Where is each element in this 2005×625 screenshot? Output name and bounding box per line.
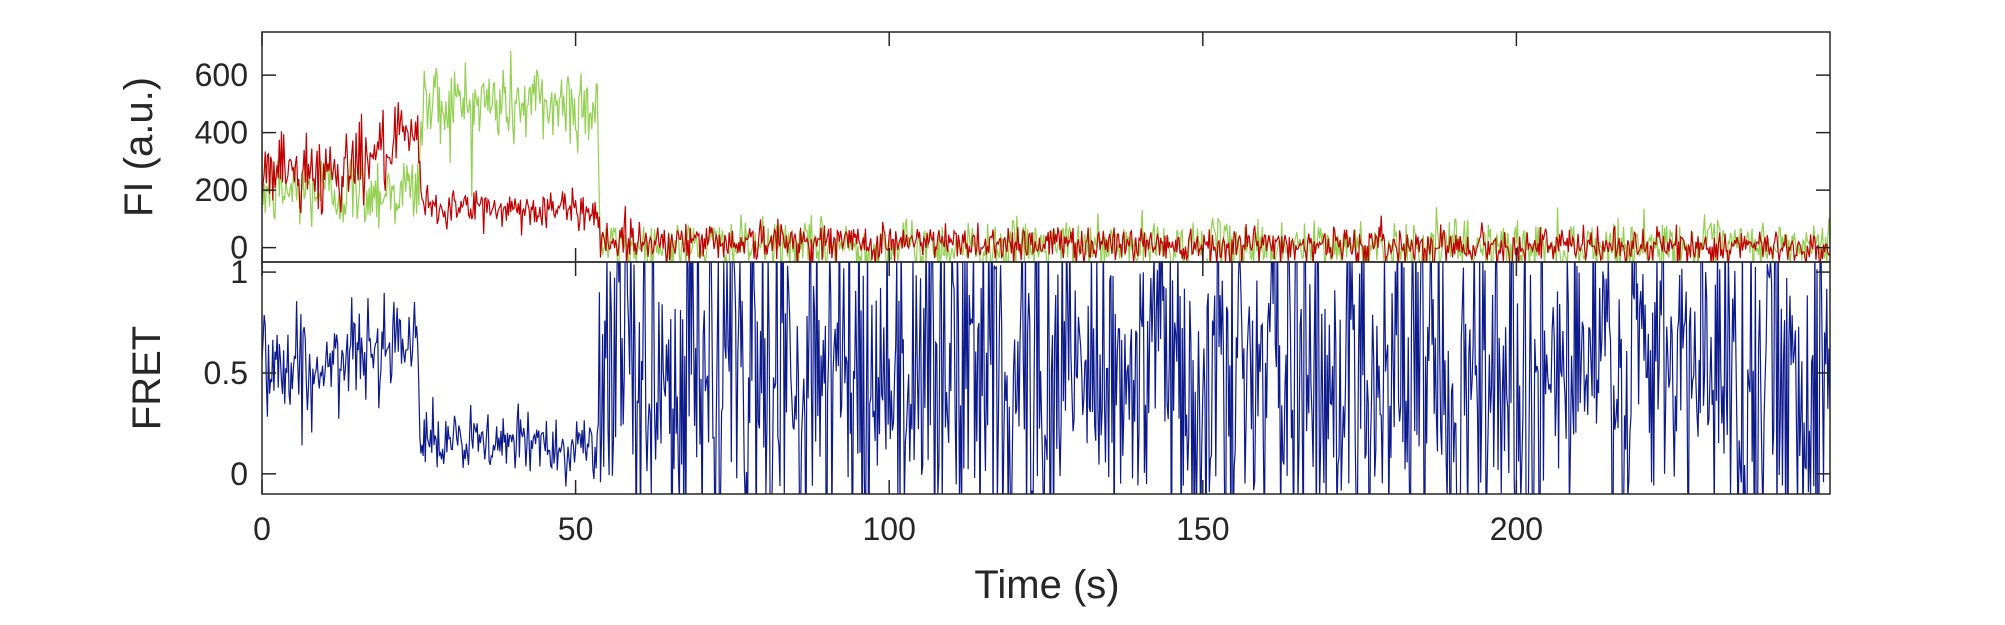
- top-series-line-1: [262, 102, 1830, 262]
- fret-axes-frame: [261, 261, 1831, 495]
- y-tick-label: 200: [195, 172, 248, 208]
- y-tick-label: 0.5: [204, 355, 248, 391]
- bottom-series-line-0: [262, 262, 1830, 494]
- y-tick-label: 600: [195, 57, 248, 93]
- y-tick-label: 1: [230, 254, 248, 290]
- fret-series-group: [262, 262, 1830, 494]
- intensity-y-axis-label: FI (a.u.): [117, 77, 161, 217]
- x-tick-label: 150: [1176, 511, 1229, 547]
- intensity-panel: 0 200 400 600 FI (a.u.): [117, 31, 1831, 266]
- time-x-axis-label: Time (s): [974, 563, 1119, 607]
- x-tick-label: 0: [253, 511, 271, 547]
- x-tick-label: 200: [1490, 511, 1543, 547]
- fret-axis-ticks: 0 0.5 1 0 50 100 150 200: [204, 254, 1830, 547]
- intensity-series-group: [262, 50, 1830, 262]
- y-tick-label: 0: [230, 230, 248, 266]
- x-tick-label: 50: [558, 511, 594, 547]
- y-tick-label: 400: [195, 115, 248, 151]
- y-tick-label: 0: [230, 456, 248, 492]
- fret-y-axis-label: FRET: [125, 326, 169, 430]
- intensity-y-ticks: 0 200 400 600: [195, 32, 1830, 266]
- fret-panel: 0 0.5 1 0 50 100 150 200 FRET Time (s): [125, 254, 1831, 607]
- x-tick-label: 100: [863, 511, 916, 547]
